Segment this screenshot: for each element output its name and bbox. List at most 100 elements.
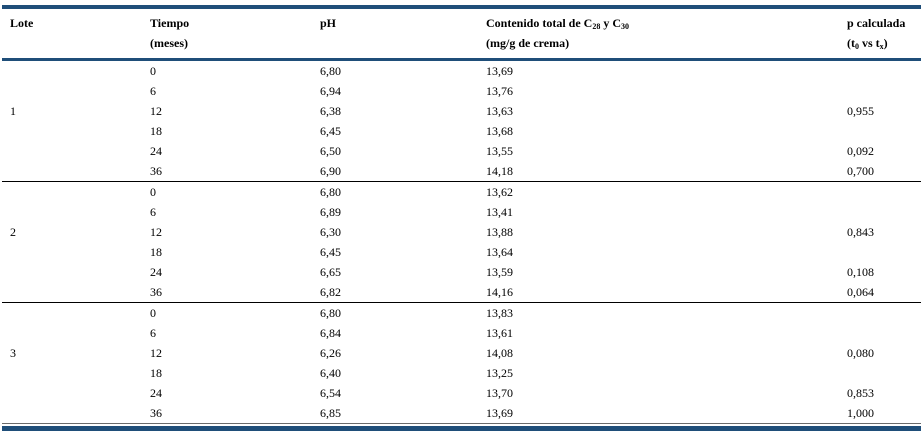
ph-cell: 6,65 — [320, 265, 341, 279]
lote-cell — [2, 323, 150, 343]
table-body: 0 6,80 13,69 6 6,94 13,76 1 12 6,38 13,63 0,955 18 6… — [2, 60, 921, 424]
ph-cell: 6,80 — [320, 302, 486, 323]
contenido-cell: 13,83 — [486, 302, 847, 323]
p-calculada-cell: 0,092 — [847, 144, 874, 158]
contenido-cell: 13,62 — [486, 181, 847, 202]
p-calculada-cell: 1,000 — [847, 403, 921, 424]
tiempo-cell: 36 — [150, 164, 162, 178]
tiempo-cell: 18 — [150, 124, 162, 138]
tiempo-cell: 0 — [150, 302, 320, 323]
p-calculada-cell — [847, 121, 921, 141]
contenido-cell: 13,88 — [486, 225, 513, 239]
lote-cell: 3 — [10, 346, 16, 360]
column-header-tiempo-line2: (meses) — [150, 36, 188, 50]
ph-cell: 6,50 — [320, 144, 341, 158]
tiempo-cell: 6 — [150, 205, 156, 219]
lote-cell — [2, 141, 150, 161]
c30-subscript: 30 — [621, 22, 630, 31]
lote-cell — [2, 302, 150, 323]
contenido-cell: 13,76 — [486, 84, 513, 98]
table-row: 18 6,45 13,68 — [2, 121, 921, 141]
column-header-lote-label: Lote — [10, 16, 34, 30]
ph-cell: 6,85 — [320, 403, 486, 424]
lote-cell — [2, 363, 150, 383]
p-calculada-cell — [847, 81, 921, 101]
ph-cell: 6,54 — [320, 386, 341, 400]
table-row: 0 6,80 13,83 — [2, 302, 921, 323]
stability-table: Lote Tiempo (meses) pH Contenido total d… — [2, 10, 921, 424]
table-row: 6 6,89 13,41 — [2, 202, 921, 222]
ph-cell: 6,90 — [320, 164, 341, 178]
contenido-cell: 13,41 — [486, 205, 513, 219]
p-calculada-cell — [847, 202, 921, 222]
p-calculada-cell — [847, 363, 921, 383]
table-row: 1 12 6,38 13,63 0,955 — [2, 101, 921, 121]
table-row: 3 12 6,26 14,08 0,080 — [2, 343, 921, 363]
tiempo-cell: 24 — [150, 144, 162, 158]
contenido-cell: 13,61 — [486, 326, 513, 340]
lote-cell — [2, 242, 150, 262]
lote-cell — [2, 121, 150, 141]
ph-cell: 6,45 — [320, 124, 341, 138]
table-header: Lote Tiempo (meses) pH Contenido total d… — [2, 10, 921, 61]
p-calculada-cell: 0,853 — [847, 386, 874, 400]
lote-cell — [2, 202, 150, 222]
column-header-tiempo-line1: Tiempo — [150, 16, 190, 30]
column-header-tiempo: Tiempo (meses) — [150, 10, 320, 61]
lote-cell — [2, 161, 150, 182]
ph-cell: 6,40 — [320, 366, 341, 380]
lote-cell — [2, 181, 150, 202]
tiempo-cell: 36 — [150, 403, 320, 424]
header-row: Lote Tiempo (meses) pH Contenido total d… — [2, 10, 921, 61]
table-row: 24 6,50 13,55 0,092 — [2, 141, 921, 161]
ph-cell: 6,80 — [320, 181, 486, 202]
column-header-p-line1: p calculada — [847, 16, 906, 30]
contenido-cell: 13,25 — [486, 366, 513, 380]
p-calculada-cell: 0,700 — [847, 164, 874, 178]
column-header-contenido-line2: (mg/g de crema) — [486, 36, 570, 50]
lote-cell — [2, 60, 150, 82]
column-header-p-calculada: p calculada (t0 vs tx) — [847, 10, 921, 61]
table-row: 0 6,80 13,69 — [2, 60, 921, 82]
p-calculada-cell — [847, 302, 921, 323]
tiempo-cell: 24 — [150, 386, 162, 400]
ph-cell: 6,30 — [320, 225, 341, 239]
ph-cell: 6,89 — [320, 205, 341, 219]
table-row: 18 6,45 13,64 — [2, 242, 921, 262]
p-calculada-cell — [847, 242, 921, 262]
tiempo-cell: 0 — [150, 181, 320, 202]
lote-cell — [2, 262, 150, 282]
column-header-ph-label: pH — [320, 16, 337, 30]
contenido-cell: 14,18 — [486, 164, 513, 178]
lote-cell: 2 — [10, 225, 16, 239]
tiempo-cell: 12 — [150, 104, 162, 118]
ph-cell: 6,26 — [320, 346, 341, 360]
p-calculada-cell: 0,064 — [847, 285, 874, 299]
p-calculada-cell: 0,843 — [847, 225, 874, 239]
lote-cell — [2, 282, 150, 303]
ph-cell: 6,45 — [320, 245, 341, 259]
c28-subscript: 28 — [592, 22, 601, 31]
tiempo-cell: 18 — [150, 245, 162, 259]
p-calculada-cell — [847, 323, 921, 343]
column-header-ph: pH — [320, 10, 486, 61]
stability-table-container: Lote Tiempo (meses) pH Contenido total d… — [2, 5, 921, 431]
p-calculada-cell — [847, 181, 921, 202]
table-row: 2 12 6,30 13,88 0,843 — [2, 222, 921, 242]
tiempo-cell: 24 — [150, 265, 162, 279]
column-header-p-line2: (t0 vs tx) — [847, 36, 888, 51]
tiempo-cell: 12 — [150, 346, 162, 360]
table-row: 6 6,94 13,76 — [2, 81, 921, 101]
p-calculada-cell: 0,955 — [847, 104, 874, 118]
ph-cell: 6,84 — [320, 326, 341, 340]
table-row: 6 6,84 13,61 — [2, 323, 921, 343]
table-row: 24 6,65 13,59 0,108 — [2, 262, 921, 282]
contenido-cell: 13,64 — [486, 245, 513, 259]
tiempo-cell: 6 — [150, 326, 156, 340]
ph-cell: 6,94 — [320, 84, 341, 98]
tx-subscript: x — [879, 42, 884, 51]
tiempo-cell: 18 — [150, 366, 162, 380]
tiempo-cell: 36 — [150, 285, 162, 299]
contenido-cell: 14,16 — [486, 285, 513, 299]
table-row: 36 6,90 14,18 0,700 — [2, 161, 921, 182]
